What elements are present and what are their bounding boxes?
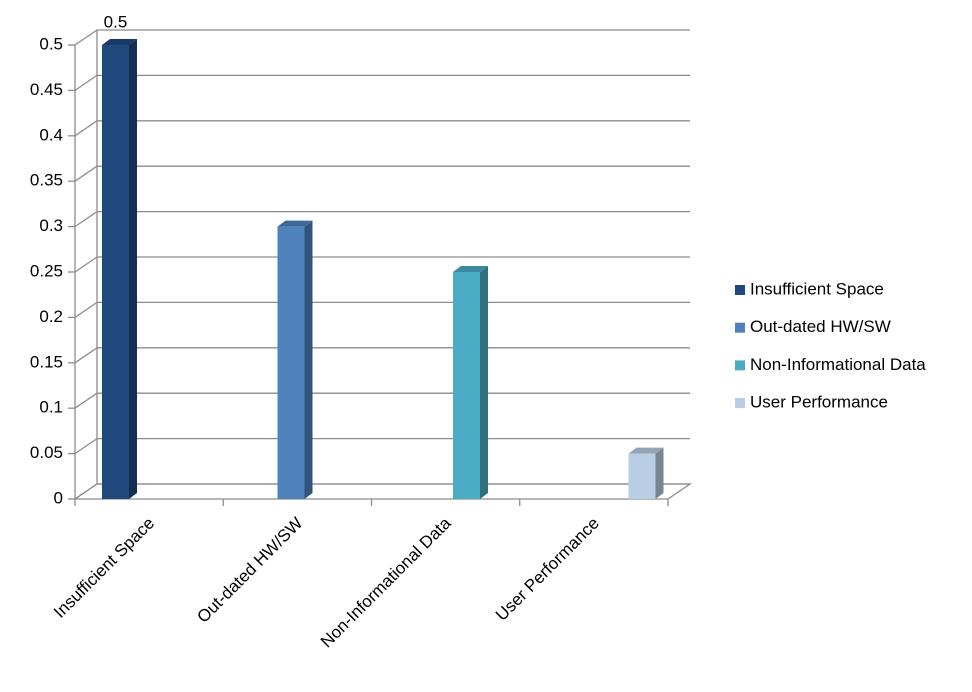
x-tick-label: User Performance <box>492 514 603 625</box>
grid-line <box>74 483 690 500</box>
grid-line <box>74 29 690 46</box>
y-tick-label: 0 <box>54 488 63 507</box>
y-tick-label: 0.45 <box>30 80 63 99</box>
bar-top <box>628 447 664 454</box>
bar-side <box>655 447 664 499</box>
x-tick-label: Out-dated HW/SW <box>193 514 306 627</box>
legend-swatch <box>735 398 745 409</box>
legend-swatch <box>735 322 745 333</box>
legend-label: User Performance <box>750 393 888 412</box>
y-tick-label: 0.05 <box>30 443 63 462</box>
grid-line <box>74 74 690 91</box>
legend-swatch <box>735 360 745 371</box>
grid-line <box>74 437 690 455</box>
floor <box>74 483 693 500</box>
grid-line <box>74 347 690 364</box>
y-tick-label: 0.35 <box>30 171 63 190</box>
bar <box>453 272 480 499</box>
x-tick-label: Non-Informational Data <box>317 513 455 651</box>
bar-top <box>277 220 313 227</box>
y-tick-label: 0.2 <box>39 307 63 326</box>
y-tick-label: 0.5 <box>39 34 63 53</box>
bar <box>277 226 305 499</box>
legend-label: Non-Informational Data <box>750 355 926 374</box>
y-tick-label: 0.25 <box>30 261 63 280</box>
y-tick-label: 0.1 <box>39 398 63 417</box>
bar-side <box>304 220 313 499</box>
grid-line <box>74 120 690 137</box>
grid-line <box>74 165 690 182</box>
legend-swatch <box>735 285 745 295</box>
grid-line <box>74 256 690 273</box>
bar <box>628 453 656 499</box>
x-tick-label: Insufficient Space <box>50 514 158 622</box>
grid-line <box>74 210 690 228</box>
y-tick-label: 0.3 <box>39 216 63 235</box>
bar-side <box>480 266 488 499</box>
legend-label: Insufficient Space <box>750 279 884 298</box>
bar-top <box>453 266 488 272</box>
legend-label: Out-dated HW/SW <box>750 317 891 336</box>
y-tick-label: 0.15 <box>30 352 63 371</box>
y-tick-label: 0.4 <box>39 125 63 144</box>
grid-line <box>74 301 690 318</box>
bar-side <box>129 39 137 499</box>
bar-top <box>102 39 137 45</box>
data-label: 0.5 <box>104 12 128 31</box>
bar <box>102 45 129 499</box>
grid-line <box>74 392 690 409</box>
